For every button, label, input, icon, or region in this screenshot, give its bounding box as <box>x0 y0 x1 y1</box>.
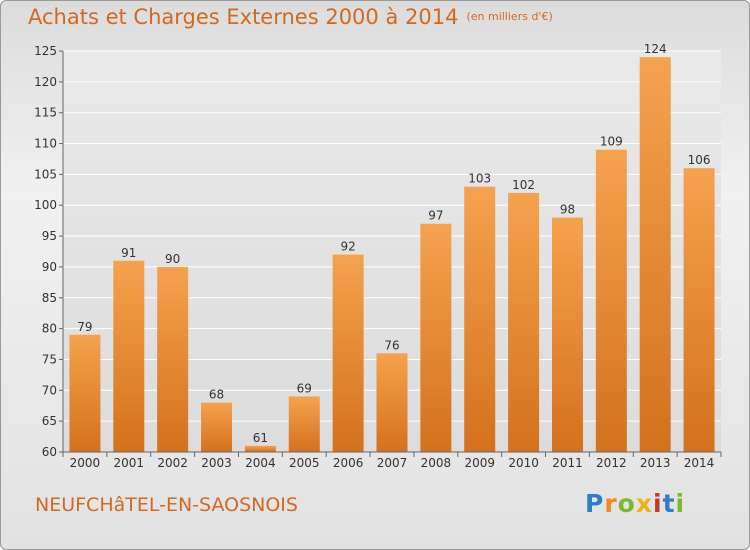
y-tick-label: 75 <box>42 352 57 366</box>
bar-value-label: 124 <box>644 42 667 56</box>
bar-value-label: 92 <box>340 240 355 254</box>
bar <box>376 353 408 452</box>
bar-value-label: 69 <box>297 381 312 395</box>
bar-value-label: 106 <box>688 153 711 167</box>
x-tick-label: 2014 <box>684 456 715 470</box>
bar-value-label: 102 <box>512 178 535 192</box>
x-tick-label: 2013 <box>640 456 671 470</box>
bar <box>551 217 583 452</box>
bar <box>113 260 145 452</box>
y-tick-label: 115 <box>34 106 57 120</box>
y-tick-label: 90 <box>42 260 57 274</box>
x-tick-label: 2007 <box>377 456 408 470</box>
bar-value-label: 61 <box>253 431 268 445</box>
x-tick-label: 2004 <box>245 456 276 470</box>
logo-letter: i <box>653 489 663 518</box>
bar-value-label: 68 <box>209 388 224 402</box>
y-tick-label: 60 <box>42 445 57 459</box>
y-tick-label: 105 <box>34 167 57 181</box>
y-tick-label: 80 <box>42 322 57 336</box>
bar <box>69 334 101 452</box>
y-tick-label: 95 <box>42 229 57 243</box>
bar <box>244 445 276 452</box>
x-tick-label: 2001 <box>114 456 145 470</box>
bar-value-label: 79 <box>77 320 92 334</box>
x-tick-label: 2000 <box>70 456 101 470</box>
bar <box>157 266 189 452</box>
bar <box>201 402 233 452</box>
logo-letter: r <box>604 489 618 518</box>
logo-letter: x <box>635 489 653 518</box>
logo-letter: P <box>585 489 605 518</box>
x-tick-label: 2009 <box>464 456 495 470</box>
bar-value-label: 90 <box>165 252 180 266</box>
bar-value-label: 97 <box>428 209 443 223</box>
bar-value-label: 76 <box>384 338 399 352</box>
bar <box>420 223 452 452</box>
y-tick-label: 100 <box>34 198 57 212</box>
axes: 60 65 70 75 80 85 90 95 100 105 110 115 120 125 2000 20… <box>34 44 722 470</box>
logo-letter: o <box>617 489 636 518</box>
x-tick-label: 2008 <box>421 456 452 470</box>
bar <box>683 168 715 452</box>
x-tick-label: 2005 <box>289 456 320 470</box>
proxiti-logo: Proxiti <box>585 489 685 518</box>
bar-value-label: 109 <box>600 135 623 149</box>
bar-value-label: 91 <box>121 246 136 260</box>
logo-letter: i <box>675 489 686 518</box>
x-tick-label: 2012 <box>596 456 627 470</box>
bar <box>595 149 627 452</box>
logo-letter: t <box>662 489 676 518</box>
bar <box>508 192 540 452</box>
chart-unit: (en milliers d'€) <box>466 10 553 23</box>
bar <box>332 254 364 452</box>
bar-value-label: 103 <box>468 172 491 186</box>
x-tick-label: 2002 <box>157 456 188 470</box>
bar-value-label: 98 <box>560 203 575 217</box>
bar <box>464 186 496 452</box>
bars: 79 91 90 68 61 69 92 76 97 103 102 98 109 124 106 <box>69 42 715 453</box>
bar <box>288 396 320 452</box>
y-tick-label: 110 <box>34 137 57 151</box>
x-tick-label: 2006 <box>333 456 364 470</box>
commune-name: NEUFCHâTEL-EN-SAOSNOIS <box>35 494 298 516</box>
x-tick-label: 2003 <box>201 456 232 470</box>
y-tick-label: 70 <box>42 383 57 397</box>
y-tick-label: 85 <box>42 291 57 305</box>
x-tick-label: 2010 <box>508 456 539 470</box>
y-tick-label: 120 <box>34 75 57 89</box>
x-tick-label: 2011 <box>552 456 583 470</box>
chart-title: Achats et Charges Externes 2000 à 2014 (e… <box>28 5 553 29</box>
y-tick-label: 65 <box>42 414 57 428</box>
y-tick-label: 125 <box>34 44 57 58</box>
chart-title-text: Achats et Charges Externes 2000 à 2014 <box>28 5 459 29</box>
bar <box>639 57 671 453</box>
